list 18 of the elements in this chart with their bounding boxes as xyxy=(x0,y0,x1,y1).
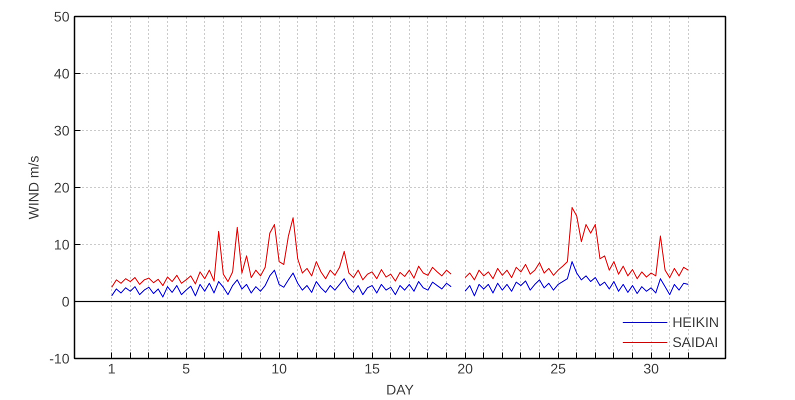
legend-label: HEIKIN xyxy=(672,314,719,330)
y-tick-label: 40 xyxy=(54,66,70,82)
y-tick-label: 0 xyxy=(62,294,70,310)
y-tick-label: 20 xyxy=(54,180,70,196)
y-tick-label: 10 xyxy=(54,236,70,252)
x-axis-title: DAY xyxy=(386,382,415,398)
x-tick-label: 20 xyxy=(457,360,474,376)
y-tick-label: 50 xyxy=(54,8,70,24)
x-tick-label: 10 xyxy=(271,360,288,376)
y-axis-title: WIND m/s xyxy=(25,156,42,220)
y-tick-label: 30 xyxy=(54,122,70,138)
x-tick-label: 25 xyxy=(550,360,566,376)
x-tick-label: 5 xyxy=(182,360,190,376)
legend-label: SAIDAI xyxy=(672,334,718,350)
x-tick-label: 30 xyxy=(643,360,660,376)
x-tick-label: 1 xyxy=(108,360,116,376)
x-tick-label: 15 xyxy=(364,360,380,376)
y-tick-label: -10 xyxy=(49,350,70,366)
